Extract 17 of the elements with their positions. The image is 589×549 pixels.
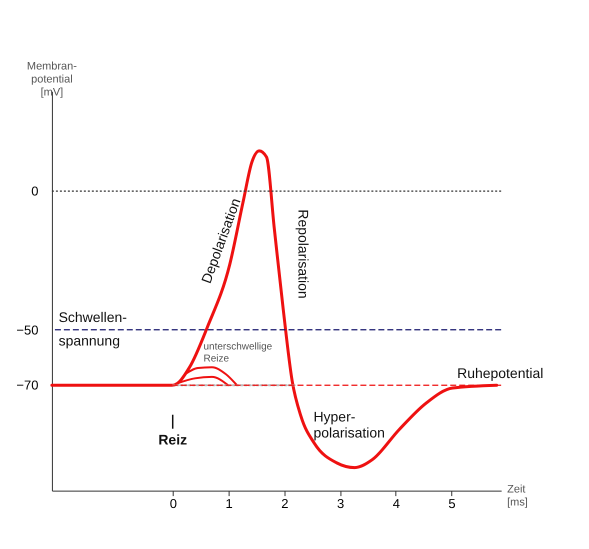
y-axis-title: Membran- potential [mV] <box>26 60 78 98</box>
x-tick-label: 0 <box>170 496 177 512</box>
y-tick-label: 0 <box>31 184 38 199</box>
x-tick-label: 3 <box>336 496 344 512</box>
y-tick-label: −70 <box>16 378 38 393</box>
x-tick-label: 4 <box>392 496 400 512</box>
x-tick-label: 2 <box>281 496 288 512</box>
ref-line-label: Ruhepotential <box>457 365 544 382</box>
x-tick-label: 5 <box>448 496 456 512</box>
x-tick-label: 1 <box>225 496 233 512</box>
x-axis-title: Zeit [ms] <box>507 484 528 509</box>
ref-line-label: Schwellen- spannung <box>58 308 128 349</box>
annotation: Repolarisation <box>295 209 312 299</box>
y-tick-label: −50 <box>16 322 38 338</box>
annotation: Reiz <box>158 432 188 448</box>
annotation: Hyper- polarisation <box>313 408 385 441</box>
annotation: unterschwellige Reize <box>204 341 273 364</box>
